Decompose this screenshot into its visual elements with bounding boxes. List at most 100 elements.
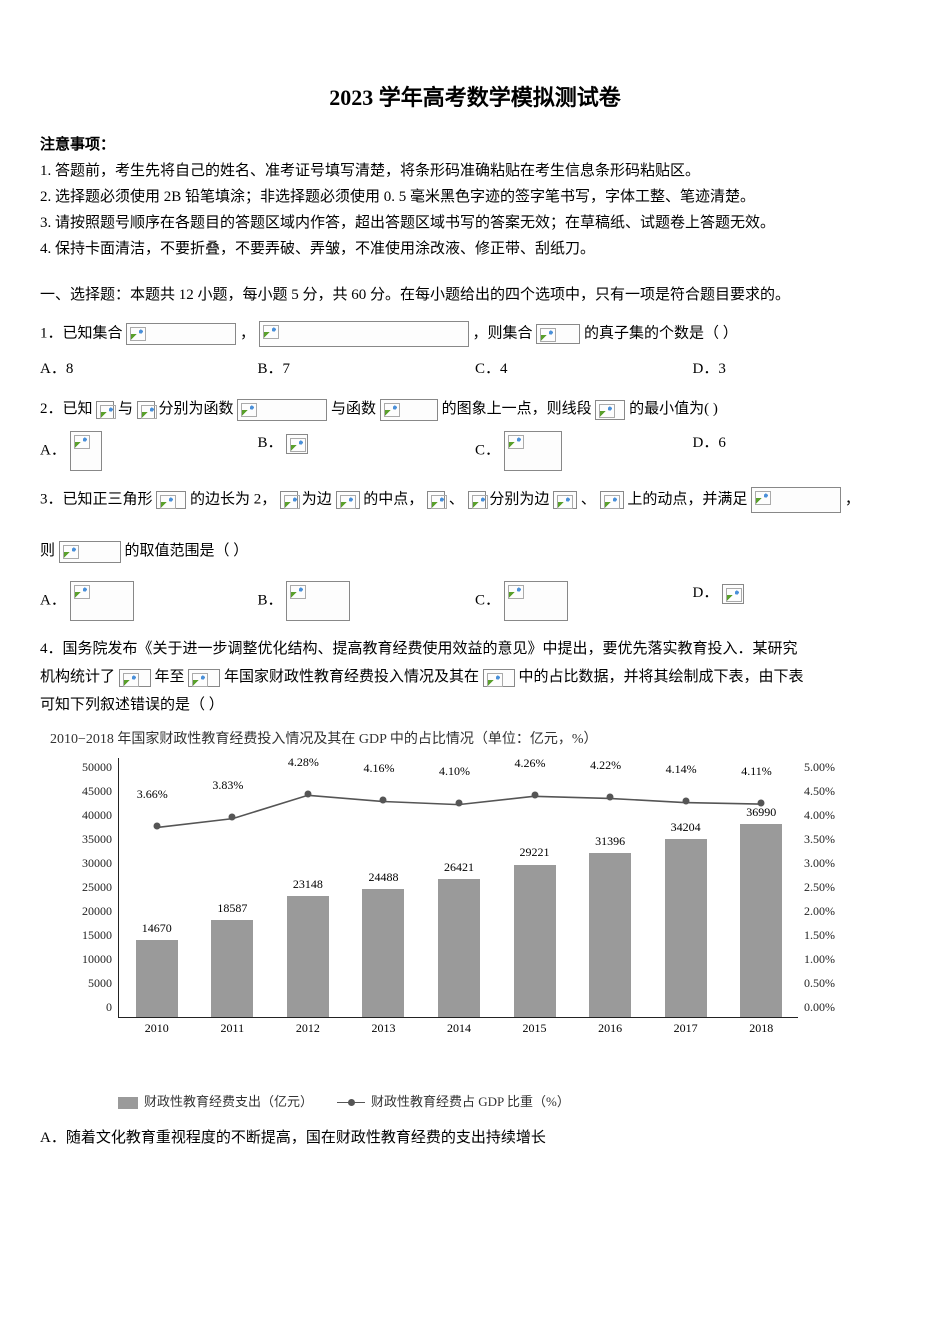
line-value-label: 4.10% (439, 762, 470, 781)
line-point (304, 791, 311, 798)
x-tick-label: 2017 (656, 1019, 716, 1038)
y-right-tick: 3.00% (804, 854, 856, 873)
notice-item: 1. 答题前，考生先将自己的姓名、准考证号填写清楚，将条形码准确粘贴在考生信息条… (40, 159, 910, 183)
q1-text: ， (240, 326, 255, 342)
q2-option-b: B． (258, 431, 476, 471)
y-left-tick: 40000 (64, 806, 112, 825)
chart-bar (665, 839, 707, 1017)
y-right-tick: 4.50% (804, 782, 856, 801)
line-value-label: 4.28% (288, 753, 319, 772)
chart-legend: 财政性教育经费支出（亿元） 财政性教育经费占 GDP 比重（%） (118, 1092, 860, 1113)
q1-option-a: A．8 (40, 357, 258, 381)
bar-value-label: 26421 (429, 858, 489, 877)
q2-text: 与函数 (331, 401, 376, 417)
q3-text: 的中点， (363, 492, 423, 508)
q2-text: 分别为函数 (159, 401, 234, 417)
chart-bar (211, 920, 253, 1017)
math-placeholder-icon (188, 669, 220, 687)
line-point (682, 798, 689, 805)
y-axis-left: 0500010000150002000025000300003500040000… (64, 758, 112, 1018)
math-placeholder-icon (600, 491, 624, 509)
x-tick-label: 2015 (505, 1019, 565, 1038)
q4-text: 年至 (155, 669, 185, 685)
q3-text: 的边长为 2， (190, 492, 276, 508)
bar-value-label: 31396 (580, 832, 640, 851)
q3-text: 的取值范围是（ ） (125, 543, 249, 559)
q4-text: 年国家财政性教育经费投入情况及其在 (224, 669, 479, 685)
line-point (531, 792, 538, 799)
legend-swatch-icon (118, 1097, 138, 1109)
x-tick-label: 2013 (353, 1019, 413, 1038)
bar-value-label: 18587 (202, 899, 262, 918)
y-left-tick: 20000 (64, 902, 112, 921)
q3-text: 3．已知正三角形 (40, 492, 153, 508)
math-placeholder-icon (483, 669, 515, 687)
bar-value-label: 14670 (127, 919, 187, 938)
q3-option-b: B． (258, 581, 476, 621)
x-tick-label: 2012 (278, 1019, 338, 1038)
line-point (380, 797, 387, 804)
chart-plot-area: 1467020103.66%1858720113.83%2314820124.2… (118, 758, 798, 1018)
math-placeholder-icon (156, 491, 186, 509)
math-placeholder-icon (59, 541, 121, 563)
q4-text: 机构统计了 (40, 669, 115, 685)
q3-text: 、 (449, 492, 464, 508)
q3-option-a: A． (40, 581, 258, 621)
math-placeholder-icon (504, 581, 568, 621)
q1-option-d: D．3 (693, 357, 911, 381)
line-value-label: 4.22% (590, 756, 621, 775)
y-left-tick: 0 (64, 998, 112, 1017)
q2-text: 的最小值为( ) (629, 401, 718, 417)
bar-value-label: 29221 (505, 843, 565, 862)
q3-options: A． B． C． D． (40, 581, 910, 621)
q2-text: 的图象上一点，则线段 (442, 401, 592, 417)
legend-line: 财政性教育经费占 GDP 比重（%） (337, 1092, 570, 1113)
chart-bar (438, 879, 480, 1016)
question-3: 3．已知正三角形 的边长为 2， 为边 的中点， 、 分别为边 、 上的动点，并… (40, 487, 910, 621)
math-placeholder-icon (286, 581, 350, 621)
line-point (229, 814, 236, 821)
y-right-tick: 2.00% (804, 902, 856, 921)
legend-line-label: 财政性教育经费占 GDP 比重（%） (371, 1094, 570, 1109)
q3-text: 、 (581, 492, 596, 508)
bar-value-label: 23148 (278, 875, 338, 894)
chart-bar (136, 940, 178, 1016)
bar-value-label: 24488 (353, 868, 413, 887)
math-placeholder-icon (137, 401, 155, 419)
line-value-label: 4.14% (666, 760, 697, 779)
notice-item: 2. 选择题必须使用 2B 铅笔填涂；非选择题必须使用 0. 5 毫米黑色字迹的… (40, 185, 910, 209)
q1-option-c: C．4 (475, 357, 693, 381)
q3-text: 为边 (302, 492, 332, 508)
line-value-label: 3.83% (212, 776, 243, 795)
q3-text: 分别为边 (489, 492, 549, 508)
chart-bar (287, 896, 329, 1016)
q4-text-line: 可知下列叙述错误的是（ ） (40, 693, 910, 717)
notice-heading: 注意事项： (40, 133, 910, 157)
q1-text: 的真子集的个数是（ ） (584, 326, 738, 342)
x-tick-label: 2011 (202, 1019, 262, 1038)
q3-option-c: C． (475, 581, 693, 621)
q1-option-b: B．7 (258, 357, 476, 381)
q2-option-d: D．6 (693, 431, 911, 471)
chart-bar (740, 824, 782, 1016)
q2-text: 与 (118, 401, 133, 417)
y-left-tick: 5000 (64, 974, 112, 993)
legend-bar: 财政性教育经费支出（亿元） (118, 1092, 313, 1113)
notice-item: 4. 保持卡面清洁，不要折叠，不要弄破、弄皱，不准使用涂改液、修正带、刮纸刀。 (40, 237, 910, 261)
math-placeholder-icon (536, 324, 580, 344)
math-placeholder-icon (286, 434, 308, 454)
opt-label: D． (693, 585, 719, 601)
line-value-label: 4.26% (515, 754, 546, 773)
line-point (607, 794, 614, 801)
opt-label: B． (258, 593, 283, 609)
opt-label: A． (40, 443, 66, 459)
y-left-tick: 15000 (64, 926, 112, 945)
y-left-tick: 10000 (64, 950, 112, 969)
q1-text: 1．已知集合 (40, 326, 123, 342)
y-right-tick: 5.00% (804, 758, 856, 777)
chart-bar (514, 865, 556, 1017)
q2-options: A． B． C． D．6 (40, 431, 910, 471)
q4-text-line: 4．国务院发布《关于进一步调整优化结构、提高教育经费使用效益的意见》中提出，要优… (40, 637, 910, 661)
math-placeholder-icon (237, 399, 327, 421)
x-tick-label: 2016 (580, 1019, 640, 1038)
